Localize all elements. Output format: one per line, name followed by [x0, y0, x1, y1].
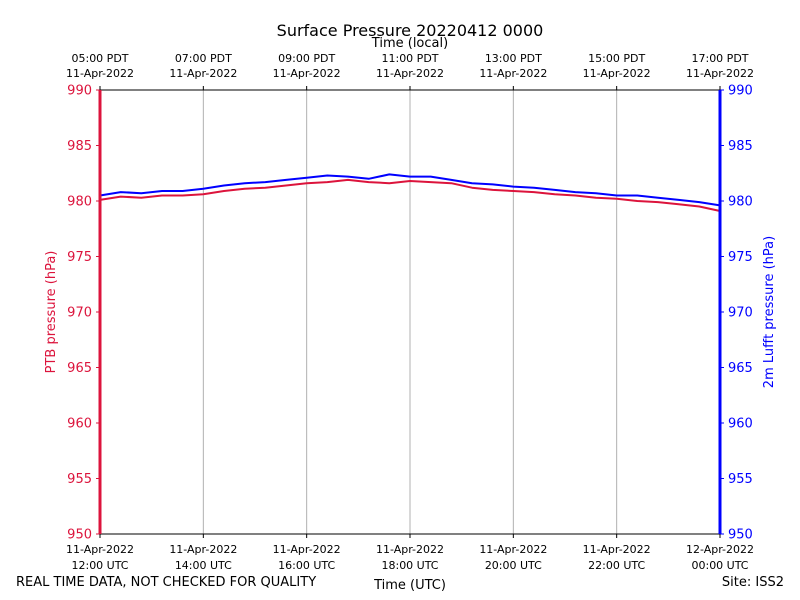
top-x-tick-time: 13:00 PDT [485, 52, 542, 65]
right-y-tick-label: 975 [728, 250, 753, 265]
bottom-x-tick-time: 20:00 UTC [485, 559, 542, 572]
top-x-tick-time: 09:00 PDT [278, 52, 335, 65]
left-y-tick-label: 980 [67, 195, 92, 210]
top-x-tick-date: 11-Apr-2022 [169, 67, 237, 80]
bottom-x-tick-date: 11-Apr-2022 [273, 543, 341, 556]
right-y-tick-label: 955 [728, 472, 753, 487]
right-y-tick-label: 985 [728, 139, 753, 154]
top-x-tick-date: 11-Apr-2022 [376, 67, 444, 80]
series-line-ptb-pressure [99, 178, 721, 212]
right-y-tick-label: 970 [728, 306, 753, 321]
right-y-tick-label: 960 [728, 417, 753, 432]
top-x-tick-date: 11-Apr-2022 [66, 67, 134, 80]
bottom-x-tick-time: 00:00 UTC [691, 559, 748, 572]
left-y-tick-label: 950 [67, 528, 92, 543]
right-y-tick-label: 965 [728, 361, 753, 376]
bottom-x-tick-date: 12-Apr-2022 [686, 543, 754, 556]
left-y-tick-label: 955 [67, 472, 92, 487]
right-y-tick-label: 950 [728, 528, 753, 543]
series-line-2m-lufft-pressure [99, 173, 721, 207]
right-y-tick-label: 980 [728, 195, 753, 210]
top-x-tick-date: 11-Apr-2022 [583, 67, 651, 80]
bottom-axis-label: Time (UTC) [373, 578, 446, 593]
left-y-tick-label: 970 [67, 306, 92, 321]
bottom-x-tick-date: 11-Apr-2022 [169, 543, 237, 556]
tick-layer: 950 955 960 965 970 975 980 985 990 950 955 960 965 9… [66, 52, 754, 572]
top-x-tick-time: 11:00 PDT [381, 52, 438, 65]
left-y-tick-label: 985 [67, 139, 92, 154]
series-layer [99, 173, 721, 212]
left-axis-label: PTB pressure (hPa) [44, 251, 59, 374]
grid-lines [99, 90, 721, 534]
left-y-tick-label: 960 [67, 417, 92, 432]
bottom-x-tick-time: 14:00 UTC [175, 559, 232, 572]
bottom-x-tick-date: 11-Apr-2022 [376, 543, 444, 556]
top-x-tick-time: 15:00 PDT [588, 52, 645, 65]
left-y-tick-label: 990 [67, 84, 92, 99]
top-x-tick-date: 11-Apr-2022 [686, 67, 754, 80]
site-label: Site: ISS2 [721, 575, 784, 590]
top-x-tick-time: 07:00 PDT [175, 52, 232, 65]
bottom-x-tick-time: 16:00 UTC [278, 559, 335, 572]
bottom-x-tick-time: 22:00 UTC [588, 559, 645, 572]
bottom-x-tick-time: 12:00 UTC [71, 559, 128, 572]
label-layer: Time (local) Time (UTC) PTB pressure (hPa)… [44, 36, 777, 593]
bottom-x-tick-date: 11-Apr-2022 [583, 543, 651, 556]
right-y-tick-label: 990 [728, 84, 753, 99]
bottom-x-tick-date: 11-Apr-2022 [66, 543, 134, 556]
top-x-tick-time: 17:00 PDT [691, 52, 748, 65]
left-y-tick-label: 965 [67, 361, 92, 376]
top-x-tick-date: 11-Apr-2022 [273, 67, 341, 80]
chart-title: Surface Pressure 20220412 0000 [276, 21, 544, 40]
bottom-x-tick-date: 11-Apr-2022 [479, 543, 547, 556]
top-x-tick-date: 11-Apr-2022 [479, 67, 547, 80]
left-y-tick-label: 975 [67, 250, 92, 265]
quality-note: REAL TIME DATA, NOT CHECKED FOR QUALITY [16, 575, 317, 590]
top-axis-label: Time (local) [371, 36, 448, 51]
bottom-x-tick-time: 18:00 UTC [381, 559, 438, 572]
right-axis-label: 2m Lufft pressure (hPa) [762, 236, 777, 388]
top-x-tick-time: 05:00 PDT [71, 52, 128, 65]
